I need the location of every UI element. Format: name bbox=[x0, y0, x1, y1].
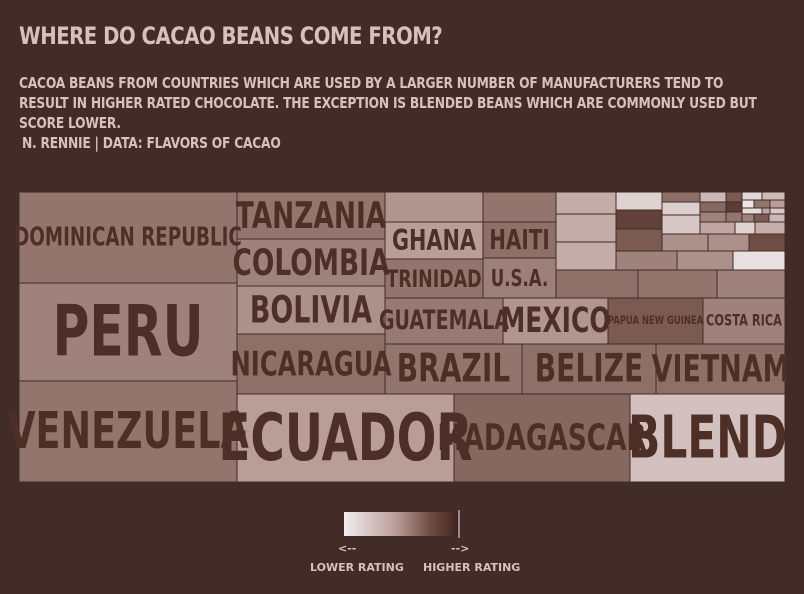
treemap-cell-small-35 bbox=[725, 211, 743, 223]
treemap-cell-mexico bbox=[502, 297, 609, 345]
treemap-label-costa-rica: COSTA RICA bbox=[706, 312, 782, 330]
treemap-cell-small-6 bbox=[615, 250, 678, 271]
treemap-cell-bolivia bbox=[236, 285, 386, 335]
treemap-cell-small-36 bbox=[734, 221, 756, 235]
treemap-label-ghana: GHANA bbox=[392, 224, 477, 257]
chart-subtitle: CACOA BEANS FROM COUNTRIES WHICH ARE USE… bbox=[19, 74, 757, 132]
treemap-cell-small-14 bbox=[732, 250, 786, 271]
treemap-label-bolivia: BOLIVIA bbox=[250, 288, 373, 332]
legend-gradient-bar bbox=[344, 512, 459, 536]
legend-low-label: LOWER RATING bbox=[310, 561, 404, 574]
treemap-cell-small-19 bbox=[699, 201, 727, 213]
treemap-cell-small-12 bbox=[707, 233, 750, 252]
treemap-cell-colombia bbox=[236, 238, 386, 287]
treemap-cell-unlabeled-21 bbox=[384, 191, 484, 223]
treemap-label-mexico: MEXICO bbox=[500, 301, 610, 341]
treemap-cell-small-23 bbox=[741, 191, 763, 201]
treemap-cell-brazil bbox=[384, 343, 523, 395]
legend-low-arrow: <-- bbox=[338, 542, 356, 555]
treemap-cell-small-25 bbox=[741, 199, 755, 209]
treemap-label-tanzania: TANZANIA bbox=[236, 194, 387, 238]
rating-legend: <-- --> LOWER RATING HIGHER RATING bbox=[310, 510, 520, 574]
treemap-cell-small-20 bbox=[699, 211, 727, 223]
treemap-cell-small-7 bbox=[615, 191, 663, 211]
treemap-cell-small-2 bbox=[555, 241, 617, 271]
treemap-cell-u-s-a bbox=[482, 257, 557, 299]
treemap-cell-small-8 bbox=[615, 209, 663, 230]
treemap-cell-small-24 bbox=[761, 191, 786, 201]
treemap-cell-trinidad bbox=[384, 258, 484, 299]
treemap-labels: PERU VENEZUELA DOMINICAN REPUBLIC ECUADORMA… bbox=[7, 194, 789, 476]
legend-high-arrow: --> bbox=[451, 542, 469, 555]
treemap-cell-small-15 bbox=[661, 191, 701, 203]
treemap-label-venezuela: VENEZUELA bbox=[7, 402, 249, 461]
treemap-cell-small-17 bbox=[661, 214, 701, 235]
treemap-label-blend: BLEND bbox=[628, 404, 787, 473]
treemap-cell-belize bbox=[521, 343, 657, 395]
treemap-cell-small-11 bbox=[661, 233, 709, 252]
treemap-label-colombia: COLOMBIA bbox=[233, 241, 390, 285]
treemap-cell-costa-rica bbox=[702, 297, 786, 345]
treemap-cell-small-4 bbox=[637, 269, 718, 299]
chart-title: WHERE DO CACAO BEANS COME FROM? bbox=[19, 22, 443, 50]
treemap-cell-small-27 bbox=[769, 199, 786, 209]
treemap-label-brazil: BRAZIL bbox=[397, 346, 510, 392]
treemap-cell-small-34 bbox=[768, 213, 786, 223]
treemap-cells bbox=[18, 191, 786, 483]
treemap-cell-small-22 bbox=[725, 191, 743, 203]
treemap-cell-small-3 bbox=[555, 269, 639, 299]
treemap-cell-small-30 bbox=[761, 207, 771, 215]
treemap-cell-blend bbox=[629, 393, 786, 483]
treemap-cell-small-37 bbox=[754, 221, 786, 235]
treemap-label-ecuador: ECUADOR bbox=[218, 400, 472, 476]
treemap-label-guatemala: GUATEMALA bbox=[379, 306, 509, 336]
treemap-label-papua-new-guinea: PAPUA NEW GUINEA bbox=[608, 315, 703, 328]
treemap-cell-papua-new-guinea bbox=[607, 297, 704, 345]
treemap-cell-small-32 bbox=[741, 213, 755, 223]
treemap-cell-small-1 bbox=[555, 213, 617, 243]
treemap-cell-small-29 bbox=[741, 207, 763, 215]
treemap-cell-small-21 bbox=[699, 221, 736, 235]
treemap-cell-small-28 bbox=[725, 201, 743, 213]
treemap-cell-small-18 bbox=[699, 191, 727, 203]
treemap-cell-small-33 bbox=[753, 213, 770, 223]
treemap-cell-small-26 bbox=[753, 199, 771, 209]
treemap-label-belize: BELIZE bbox=[535, 346, 643, 392]
treemap-label-haiti: HAITI bbox=[489, 224, 550, 256]
treemap-label-dominican-republic: DOMINICAN REPUBLIC bbox=[14, 223, 242, 253]
treemap-cell-small-13 bbox=[748, 233, 786, 252]
treemap-cell-vietnam bbox=[655, 343, 786, 395]
treemap-cell-small-9 bbox=[615, 228, 663, 252]
treemap-label-trinidad: TRINIDAD bbox=[386, 264, 481, 293]
treemap-cell-small-16 bbox=[661, 201, 701, 216]
treemap-label-vietnam: VIETNAM bbox=[652, 347, 790, 391]
chart-caption: N. RENNIE | DATA: FLAVORS OF CACAO bbox=[22, 134, 281, 152]
treemap-cell-small-31 bbox=[769, 207, 786, 215]
treemap-cell-small-5 bbox=[716, 269, 786, 299]
treemap-cell-small-0 bbox=[555, 191, 617, 215]
treemap-cell-unlabeled-22 bbox=[482, 191, 557, 223]
treemap-cell-nicaragua bbox=[236, 333, 386, 395]
treemap-cell-ecuador bbox=[236, 393, 455, 483]
treemap-label-peru: PERU bbox=[52, 291, 203, 372]
treemap-cell-tanzania bbox=[236, 191, 386, 240]
treemap-cell-guatemala bbox=[384, 297, 504, 345]
treemap-cell-small-10 bbox=[676, 250, 734, 271]
treemap-label-nicaragua: NICARAGUA bbox=[230, 344, 391, 383]
treemap-label-u-s-a: U.S.A. bbox=[491, 264, 549, 292]
treemap-label-madagascar: MADAGASCAR bbox=[437, 417, 646, 459]
legend-high-label: HIGHER RATING bbox=[423, 561, 520, 574]
